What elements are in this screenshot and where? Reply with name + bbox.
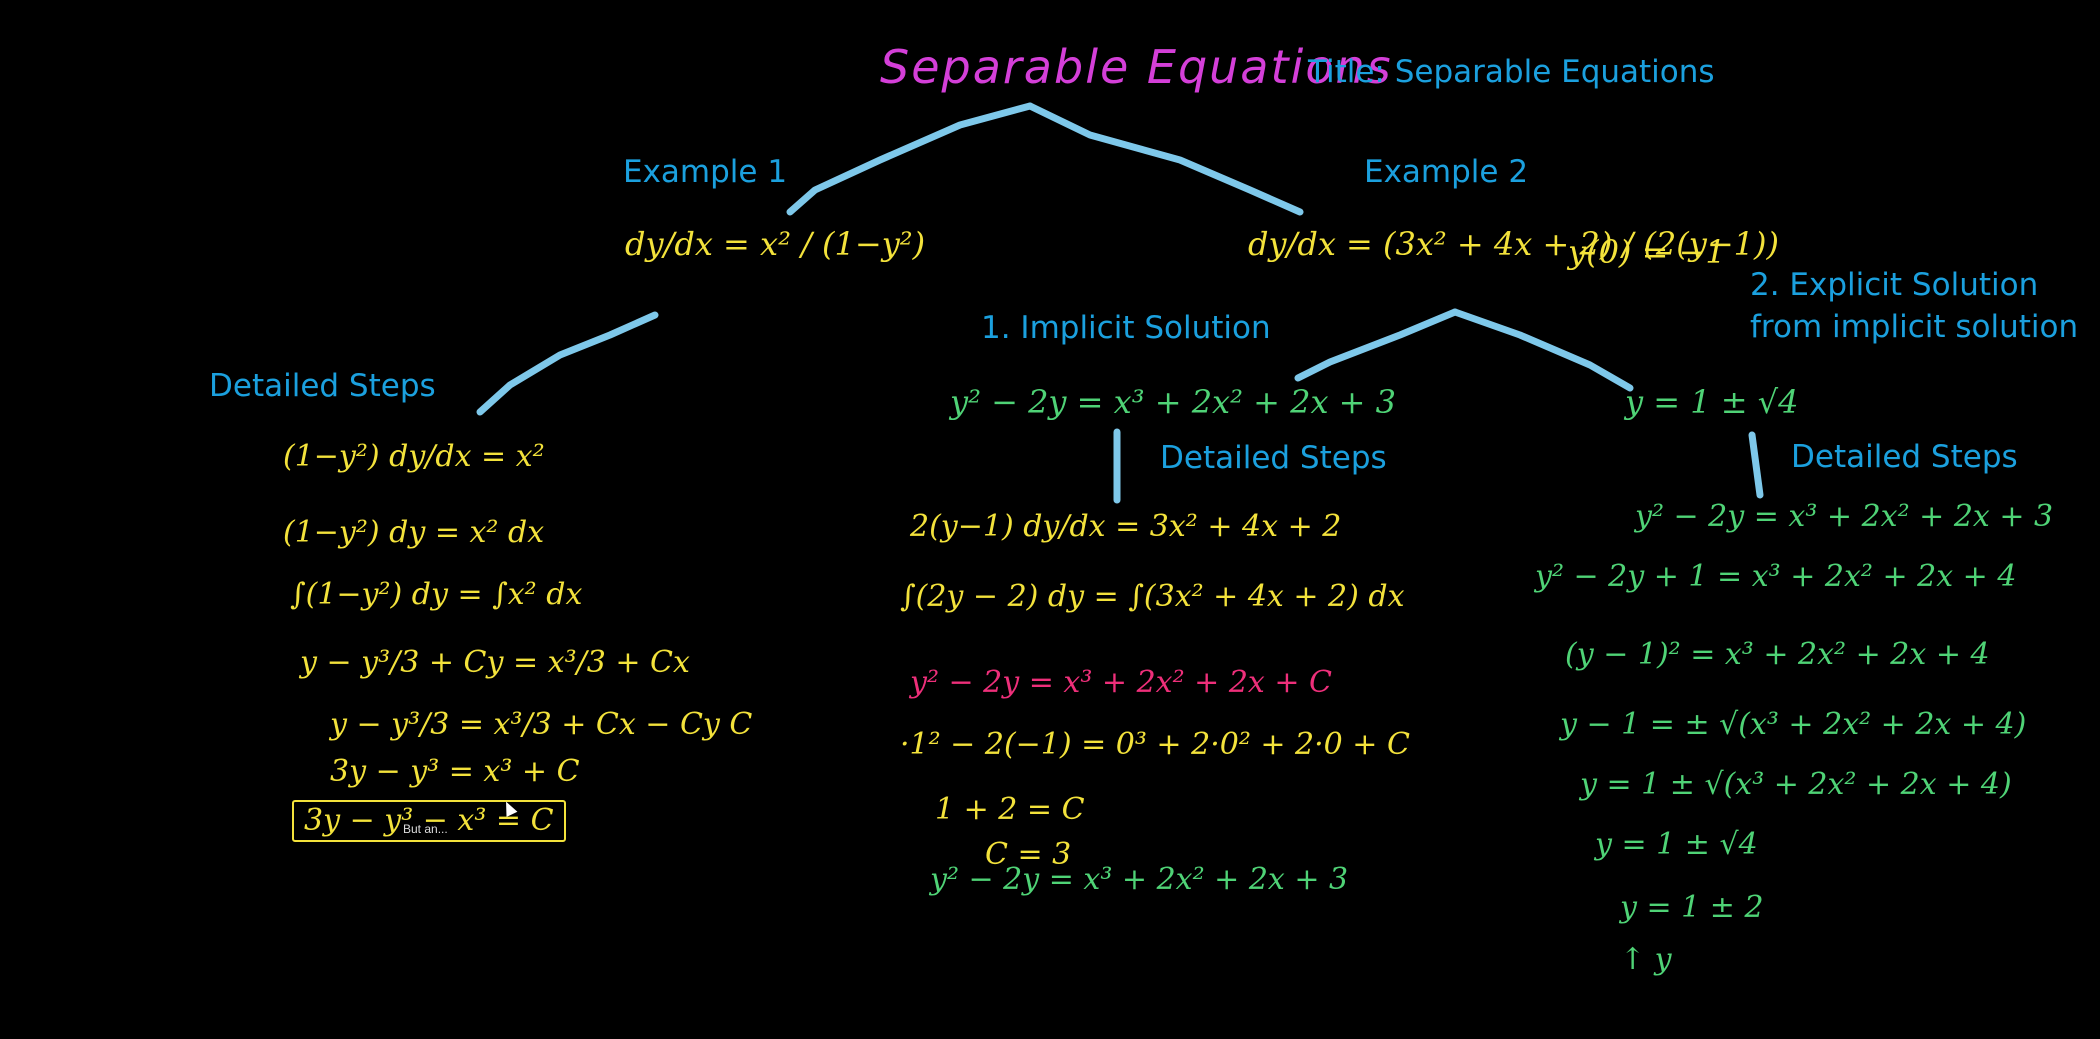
steps-explicit-line-5: y = 1 ± √(x³ + 2x² + 2x + 4) [1580, 767, 2012, 802]
steps-implicit-line-5: 1 + 2 = C [935, 792, 1085, 827]
connector-title-to-example2 [1026, 102, 1304, 216]
connector-example2-to-implicit [1294, 308, 1459, 382]
steps-explicit-line-7: y = 1 ± 2 [1620, 890, 1764, 925]
steps-ex1-line-5: y − y³/3 = x³/3 + Cx − Cy C [330, 707, 753, 742]
steps-explicit-line-8: ↑ y [1620, 942, 1672, 977]
explicit-solution-label-line1: 2. Explicit Solution [1750, 267, 2039, 303]
connector-explicit-to-steps [1748, 431, 1764, 499]
connector-example1-to-steps [476, 311, 659, 416]
explicit-result: y = 1 ± √4 [1625, 383, 1799, 421]
implicit-result: y² − 2y = x³ + 2x² + 2x + 3 [950, 383, 1396, 421]
video-tooltip: But an... [403, 822, 448, 836]
steps-implicit-line-7: y² − 2y = x³ + 2x² + 2x + 3 [930, 862, 1349, 897]
steps-explicit-line-6: y = 1 ± √4 [1595, 827, 1758, 862]
steps-ex1-line-3: ∫(1−y²) dy = ∫x² dx [290, 577, 583, 612]
steps-explicit-line-2: y² − 2y + 1 = x³ + 2x² + 2x + 4 [1535, 559, 2017, 594]
connector-title-to-example1 [786, 102, 1034, 216]
connector-example2-to-explicit [1451, 308, 1634, 392]
steps-implicit-line-2: ∫(2y − 2) dy = ∫(3x² + 4x + 2) dx [900, 579, 1405, 614]
steps-ex1-line-7: 3y − y³ − x³ = C [292, 800, 566, 842]
example1-label: Example 1 [623, 154, 788, 190]
handwritten-title: Separable Equations [880, 40, 1393, 94]
steps-ex1-line-2: (1−y²) dy = x² dx [283, 515, 545, 550]
detailed-steps-label-3: Detailed Steps [1791, 439, 2018, 475]
steps-implicit-line-4: ·1² − 2(−1) = 0³ + 2·0² + 2·0 + C [900, 727, 1410, 762]
steps-implicit-line-6: C = 3 [985, 837, 1072, 872]
steps-explicit-line-1: y² − 2y = x³ + 2x² + 2x + 3 [1635, 499, 2054, 534]
steps-implicit-line-1: 2(y−1) dy/dx = 3x² + 4x + 2 [910, 509, 1342, 544]
steps-ex1-line-1: (1−y²) dy/dx = x² [283, 439, 545, 474]
steps-explicit-line-4: y − 1 = ± √(x³ + 2x² + 2x + 4) [1560, 707, 2027, 742]
explicit-solution-label-line2: from implicit solution [1750, 309, 2079, 345]
example2-equation: dy/dx = (3x² + 4x + 2) / (2(y−1)) [1248, 225, 1779, 263]
example1-equation: dy/dx = x² / (1−y²) [625, 225, 926, 263]
title-label: Title: Separable Equations [1308, 54, 1715, 90]
implicit-solution-label: 1. Implicit Solution [981, 310, 1271, 346]
example2-initial-condition: y(0) = −1 [1568, 233, 1726, 271]
steps-implicit-line-3: y² − 2y = x³ + 2x² + 2x + C [910, 665, 1332, 700]
detailed-steps-label-1: Detailed Steps [209, 368, 436, 404]
detailed-steps-label-2: Detailed Steps [1160, 440, 1387, 476]
steps-ex1-line-6: 3y − y³ = x³ + C [330, 754, 580, 789]
steps-explicit-line-3: (y − 1)² = x³ + 2x² + 2x + 4 [1565, 637, 1990, 672]
example2-label: Example 2 [1364, 154, 1529, 190]
steps-ex1-line-4: y − y³/3 + Cy = x³/3 + Cx [300, 645, 690, 680]
